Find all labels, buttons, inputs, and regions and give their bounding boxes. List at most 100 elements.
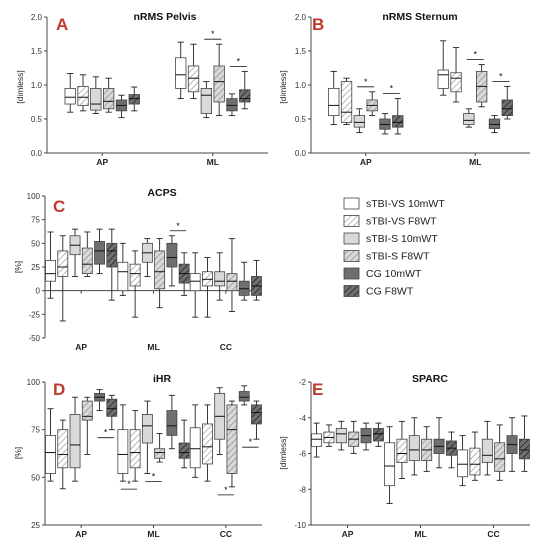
panel-e-box-ap-stbi-vs-10mwt [311, 433, 323, 447]
panel-b-box-ml-cg-10mwt [488, 118, 501, 129]
panel-e-box-ml-stbi-vs-f8wt [396, 438, 408, 463]
panel-c-box-ml-stbi-s-f8wt [154, 250, 166, 290]
panel-c-box-ml-cg-10mwt [166, 242, 178, 268]
panel-b-box-ap-cg-f8wt [392, 115, 404, 128]
panel-e-y-tick-label: -10 [294, 521, 306, 530]
panel-a-box-ml-cg-f8wt [239, 89, 251, 103]
panel-letter-e: E [312, 380, 323, 399]
panel-d-significance-star: * [127, 479, 131, 489]
legend-swatch-cg-10mwt [343, 267, 360, 280]
panel-a-box-ap-cg-f8wt [128, 94, 140, 105]
panel-d-box-ml-cg-f8wt [178, 442, 190, 459]
panel-d-significance-star: * [224, 485, 228, 495]
panel-e-y-tick-label: -2 [299, 378, 307, 387]
panel-c-y-tick-label: 100 [27, 192, 41, 201]
panel-e-box-cc-cg-f8wt [518, 438, 530, 460]
panel-a-y-tick-label: 2.0 [31, 13, 43, 22]
legend: sTBI-VS 10mWT sTBI-VS F8WT sTBI-S 10mWT sTB… [343, 197, 445, 298]
legend-swatch-stbi-s-f8wt [343, 250, 360, 262]
panel-c-y-tick-label: -50 [28, 334, 40, 343]
panel-b-box-ml-stbi-vs-10mwt [437, 69, 449, 89]
y-axis-label-d: [%] [13, 447, 23, 459]
panel-e-box-ml-stbi-vs-10mwt [384, 442, 396, 487]
panel-d-y-tick-label: 25 [31, 521, 40, 530]
panel-a-y-tick-label: 1.5 [31, 47, 43, 56]
panel-letter-d: D [53, 380, 65, 399]
panel-c-box-cc-stbi-s-f8wt [226, 273, 238, 292]
panel-b-box-ap-stbi-vs-10mwt [328, 88, 340, 117]
panel-a-box-ap-stbi-vs-10mwt [64, 88, 76, 105]
legend-label-cg-10mwt: CG 10mWT [366, 268, 422, 280]
panel-b-significance-star: * [364, 77, 368, 87]
panel-a-box-ml-cg-10mwt [226, 98, 238, 112]
panel-a-box-ml-stbi-vs-f8wt [187, 65, 200, 93]
panel-d-box-ml-stbi-s-10mwt [141, 414, 153, 444]
panel-d-y-tick-label: 100 [27, 378, 41, 387]
panel-letter-a: A [56, 15, 68, 34]
panel-b: B nRMS Sternum [dimless] 0.0 0.5 1.0 1.5 2.0… [278, 11, 530, 167]
panel-b-category-label: ML [469, 157, 481, 167]
panel-e-box-ml-stbi-s-10mwt [408, 435, 420, 462]
panel-a-box-ap-stbi-s-10mwt [90, 88, 102, 111]
panel-d-significance-star: * [104, 428, 108, 438]
panel-c-box-cc-stbi-s-10mwt [214, 271, 226, 287]
panel-d-box-ap-stbi-s-f8wt [81, 400, 93, 421]
panel-c-y-tick-label: 75 [31, 216, 40, 225]
panel-d-box-ap-stbi-vs-10mwt [45, 434, 56, 474]
panel-c-box-ap-stbi-vs-f8wt [57, 250, 69, 277]
panel-d-box-cc-stbi-vs-f8wt [202, 423, 213, 465]
panel-d-category-label: ML [147, 529, 159, 539]
panel-c-y-tick-label: 50 [31, 239, 40, 248]
panel-d-significance-star: * [249, 437, 253, 447]
panel-d-box-ap-cg-f8wt [106, 398, 118, 417]
panel-c-box-ml-stbi-vs-f8wt [129, 263, 141, 287]
legend-swatch-stbi-vs-10mwt [343, 197, 360, 210]
panel-c-box-ap-stbi-vs-10mwt [45, 259, 56, 282]
panel-e-box-cc-stbi-vs-f8wt [469, 447, 481, 476]
panel-d-category-label: CC [220, 529, 232, 539]
panel-e-plot: -10 -8 -6 -4 -2 AP ML CC [294, 378, 530, 539]
panel-title-e: SPARC [412, 373, 448, 385]
y-axis-label-b: [dimless] [278, 70, 288, 104]
panel-b-y-tick-label: 1.5 [295, 47, 307, 56]
panel-e-category-label: AP [342, 529, 354, 539]
panel-b-significance-star: * [499, 71, 503, 81]
panel-c-category-label: ML [147, 342, 159, 352]
panel-letter-c: C [53, 197, 65, 216]
panel-a-box-ml-stbi-vs-10mwt [175, 57, 187, 89]
panel-b-y-tick-label: 2.0 [295, 13, 307, 22]
panel-e-box-cc-stbi-s-10mwt [481, 438, 493, 463]
panel-e-box-cc-stbi-s-f8wt [494, 442, 506, 472]
panel-b-significance-star: * [473, 50, 477, 60]
panel-c-box-ml-stbi-vs-10mwt [117, 261, 129, 292]
panel-c-y-tick-label: -25 [28, 310, 40, 319]
panel-a-category-label: AP [96, 157, 108, 167]
panel-d-plot: 25 50 75 100 AP * ML * * CC * * [27, 378, 262, 539]
panel-e-box-ap-cg-f8wt [372, 428, 384, 442]
panel-c-category-label: CC [220, 342, 232, 352]
legend-label-stbi-vs-10mwt: sTBI-VS 10mWT [366, 198, 445, 210]
panel-a-significance-star: * [237, 56, 241, 66]
panel-d-y-tick-label: 75 [31, 426, 40, 435]
panel-d-box-ml-stbi-vs-f8wt [129, 429, 141, 469]
panel-b-box-ap-stbi-s-10mwt [353, 115, 365, 128]
panel-a-plot: 0.0 0.5 1.0 1.5 2.0 AP ML * * [31, 13, 268, 167]
panel-e-y-tick-label: -4 [299, 414, 307, 423]
panel-a-box-ap-stbi-s-f8wt [103, 88, 115, 110]
panel-a-category-label: ML [207, 157, 219, 167]
panel-c-plot: -50 -25 0 25 50 75 100 AP ML * CC [27, 192, 262, 352]
panel-title-d: iHR [153, 373, 172, 385]
legend-label-stbi-vs-f8wt: sTBI-VS F8WT [366, 216, 437, 228]
panel-d-box-cc-cg-10mwt [238, 391, 250, 402]
panel-a-box-ap-stbi-vs-f8wt [77, 85, 89, 106]
panel-a-significance-star: * [211, 29, 215, 39]
panel-d-box-ap-stbi-s-10mwt [69, 414, 81, 469]
panel-e-category-label: CC [487, 529, 499, 539]
legend-label-cg-f8wt: CG F8WT [366, 286, 414, 298]
panel-letter-b: B [312, 15, 324, 34]
panel-e-y-tick-label: -8 [299, 485, 307, 494]
panel-d-box-ml-stbi-vs-10mwt [117, 429, 129, 474]
panel-e-box-cc-stbi-vs-10mwt [457, 449, 469, 478]
legend-label-stbi-s-10mwt: sTBI-S 10mWT [366, 233, 438, 245]
